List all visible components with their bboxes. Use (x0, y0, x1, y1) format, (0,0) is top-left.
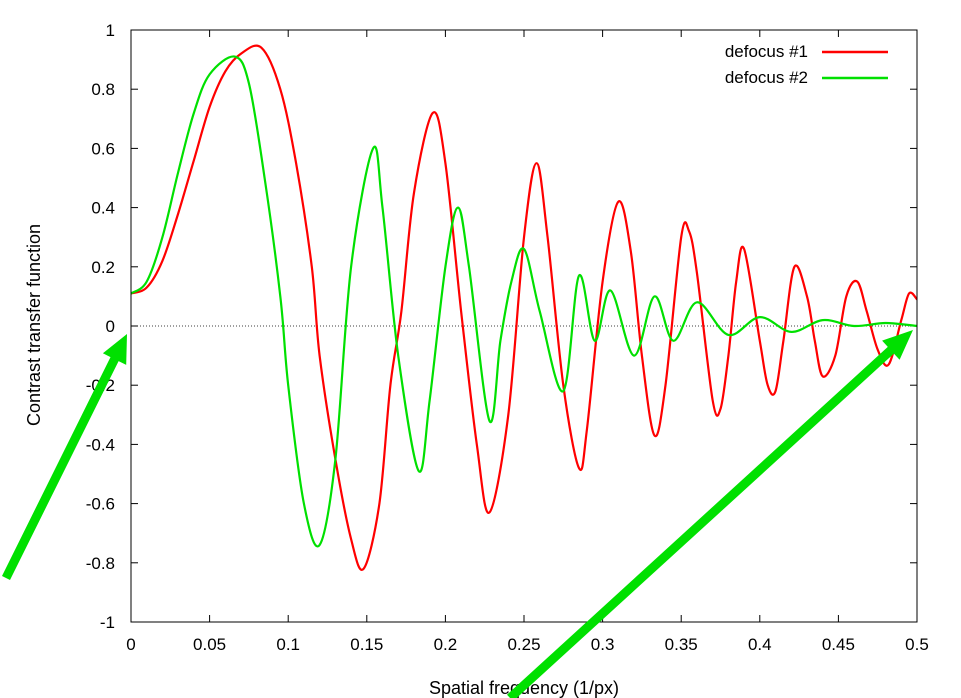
legend: defocus #1 defocus #2 (725, 42, 888, 87)
x-tick-label: 0.45 (822, 635, 855, 654)
legend-label-defocus-2: defocus #2 (725, 68, 808, 87)
green-arrow-left (2, 334, 127, 580)
y-tick-label: 1 (106, 21, 115, 40)
x-tick-label: 0.2 (434, 635, 458, 654)
y-axis-title: Contrast transfer function (24, 224, 44, 426)
x-tick-label: 0.25 (507, 635, 540, 654)
x-tick-label: 0 (126, 635, 135, 654)
x-tick-label: 0.4 (748, 635, 772, 654)
x-tick-label: 0.05 (193, 635, 226, 654)
x-tick-label: 0.1 (276, 635, 300, 654)
series-line-defocus-1 (130, 44, 918, 571)
y-tick-label: -0.4 (86, 435, 115, 454)
x-tick-label: 0.35 (665, 635, 698, 654)
y-tick-label: 0 (106, 317, 115, 336)
y-tick-label: 0.2 (91, 258, 115, 277)
annotation-arrows (2, 330, 913, 698)
series-line-defocus-2 (130, 55, 918, 548)
legend-label-defocus-1: defocus #1 (725, 42, 808, 61)
y-tick-label: 0.4 (91, 199, 115, 218)
y-tick-label: 0.8 (91, 80, 115, 99)
x-tick-label: 0.15 (350, 635, 383, 654)
series-layer (130, 44, 918, 571)
y-tick-label: 0.6 (91, 139, 115, 158)
y-tick-label: -0.8 (86, 554, 115, 573)
x-tick-label: 0.5 (905, 635, 929, 654)
y-tick-label: -0.6 (86, 495, 115, 514)
tick-labels-layer: 0 0.05 0.1 0.15 0.2 0.25 0.3 0.35 0.4 0.45 0.5 -1 -0… (86, 21, 929, 654)
y-tick-label: -1 (100, 613, 115, 632)
green-arrow-right (507, 330, 913, 698)
x-tick-label: 0.3 (591, 635, 615, 654)
plot-frame (130, 29, 918, 623)
